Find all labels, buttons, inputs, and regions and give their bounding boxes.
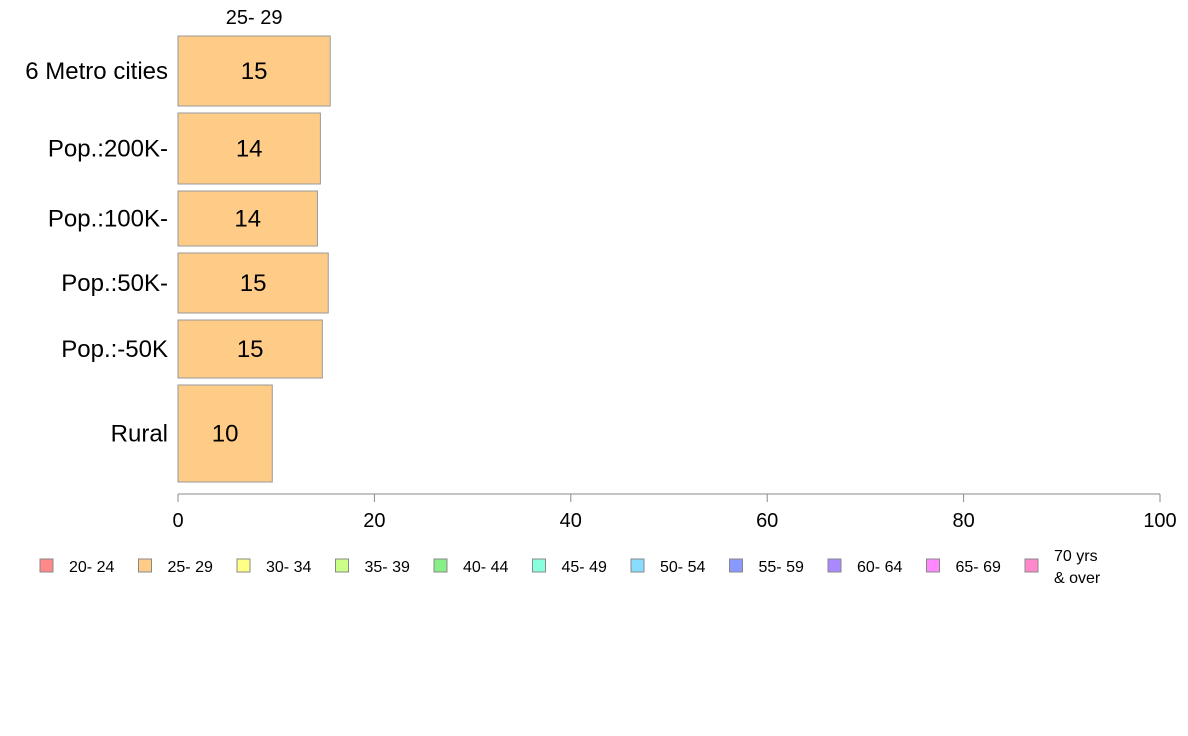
bars-group: 15 14 14 15 15 10 [177, 35, 331, 483]
legend-label: 30- 34 [266, 559, 311, 576]
legend: 20- 24 25- 29 30- 34 35- 39 40- 44 45- 49 50- … [39, 548, 1101, 587]
bar [177, 384, 273, 483]
x-tick-label: 40 [560, 510, 582, 532]
bar-value-label: 10 [212, 421, 239, 448]
bar [177, 35, 331, 107]
category-label: Pop.:50K- [61, 270, 168, 297]
x-tick-label: 0 [172, 510, 183, 532]
legend-label: 50- 54 [660, 559, 705, 576]
bar-value-label: 15 [237, 336, 264, 363]
bar-value-label: 14 [236, 136, 263, 163]
series-header-group: 25- 29 [226, 7, 283, 29]
legend-swatch [138, 558, 152, 573]
category-label: 6 Metro cities [25, 58, 168, 85]
bar [177, 252, 329, 314]
category-label: Pop.:200K- [48, 136, 168, 163]
legend-swatch [335, 558, 349, 573]
legend-swatch [926, 558, 940, 573]
legend-label: 35- 39 [365, 559, 410, 576]
legend-swatch [433, 558, 448, 573]
bar [177, 319, 323, 379]
x-tick-label: 60 [756, 510, 778, 532]
legend-label: 55- 59 [759, 559, 804, 576]
legend-swatch [1024, 558, 1039, 573]
x-axis: 0 20 40 60 80 100 [172, 493, 1177, 532]
legend-swatch [729, 558, 743, 573]
legend-swatch [630, 558, 645, 573]
x-tick-label: 80 [952, 510, 974, 532]
legend-label: 45- 49 [562, 559, 607, 576]
bar [177, 190, 318, 247]
legend-swatch [827, 558, 842, 573]
legend-label: 40- 44 [463, 559, 508, 576]
category-label: Pop.:-50K [61, 336, 168, 363]
bar-value-label: 14 [234, 206, 261, 233]
category-label: Pop.:100K- [48, 206, 168, 233]
x-tick-label: 20 [363, 510, 385, 532]
legend-swatch [39, 558, 54, 573]
legend-label: 25- 29 [168, 559, 213, 576]
legend-label: 70 yrs & over [1054, 548, 1101, 587]
series-header-label: 25- 29 [226, 7, 283, 29]
legend-label: 20- 24 [69, 559, 114, 576]
category-labels-group: 6 Metro cities Pop.:200K- Pop.:100K- Pop.:5… [25, 58, 168, 448]
bar [177, 112, 321, 185]
legend-label: 60- 64 [857, 559, 902, 576]
bar-value-label: 15 [240, 270, 267, 297]
x-tick-label: 100 [1143, 510, 1176, 532]
legend-label: 65- 69 [956, 559, 1001, 576]
category-label: Rural [111, 421, 168, 448]
legend-swatch [236, 558, 251, 573]
legend-swatch [532, 558, 546, 573]
bar-value-label: 15 [241, 58, 268, 85]
